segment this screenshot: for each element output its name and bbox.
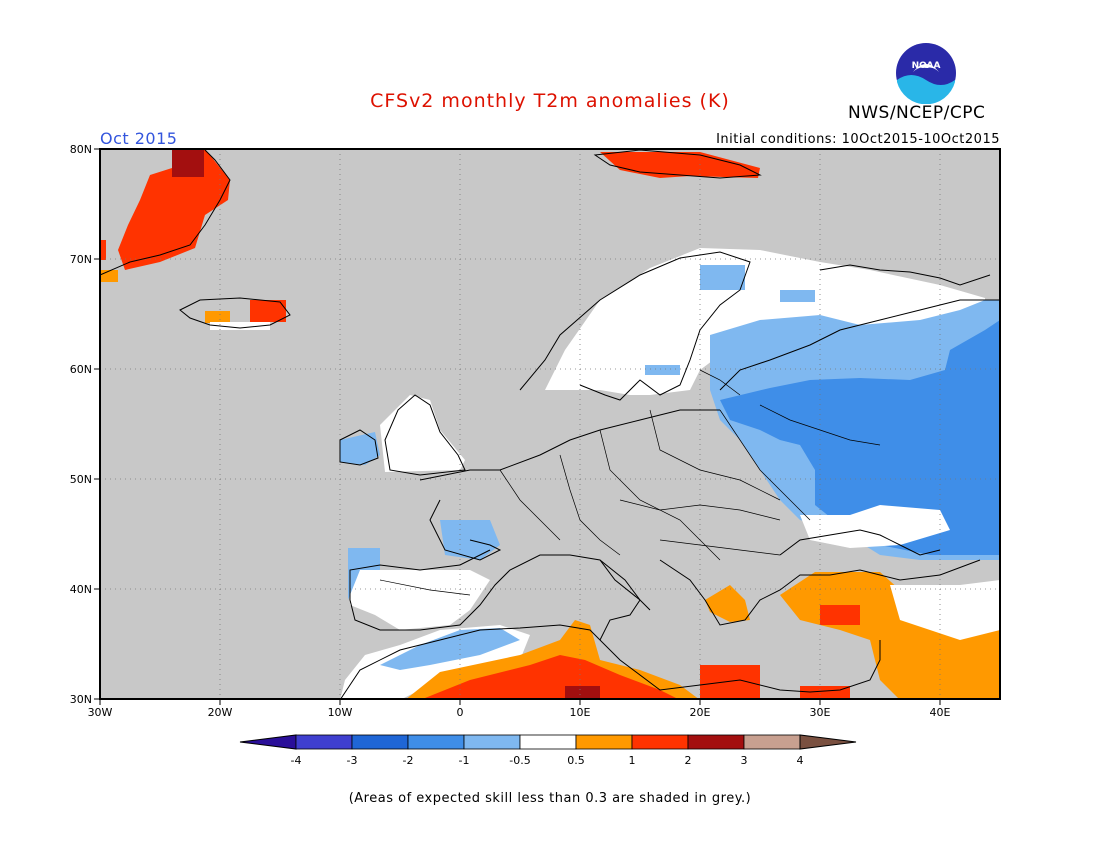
lat-label: 50N (70, 473, 92, 486)
colorbar-bin (631, 734, 689, 750)
anomaly-ireland (340, 432, 380, 465)
colorbar-arrow-low (239, 734, 297, 750)
country-borders (379, 369, 881, 596)
lon-labels: 30W 20W 10W 0 10E 20E 30E 40E (88, 706, 951, 719)
lat-label: 70N (70, 253, 92, 266)
anomaly-russia-blue (720, 320, 1000, 555)
anomaly-iceland-a (205, 311, 230, 323)
lon-label: 10E (570, 706, 591, 719)
anomaly-iberia-blue (348, 548, 380, 600)
colorbar-label: 3 (741, 754, 748, 767)
anomaly-scand-lb2 (780, 290, 815, 302)
forecast-month: Oct 2015 (100, 129, 178, 148)
colorbar-label: 0.5 (567, 754, 585, 767)
logo-text: NOAA (912, 61, 941, 71)
colorbar-bin (407, 734, 465, 750)
initial-conditions: Initial conditions: 10Oct2015-10Oct2015 (716, 132, 1000, 147)
lat-labels: 80N 70N 60N 50N 40N 30N (70, 143, 92, 706)
lat-label: 40N (70, 583, 92, 596)
map-ticks (94, 148, 941, 705)
map-frame (99, 148, 1001, 700)
colorbar-label: 2 (685, 754, 692, 767)
anomaly-turkey-red (820, 605, 860, 625)
colorbar-bin (519, 734, 577, 750)
lon-label: 10W (328, 706, 353, 719)
lon-label: 30W (88, 706, 113, 719)
footnote: (Areas of expected skill less than 0.3 a… (348, 791, 752, 806)
anomaly-greenland-tip (100, 270, 118, 282)
lat-label: 60N (70, 363, 92, 376)
anomaly-uk-white (380, 395, 465, 472)
lon-label: 0 (457, 706, 464, 719)
lon-label: 20E (690, 706, 711, 719)
lat-label: 30N (70, 693, 92, 706)
colorbar: -4 -3 -2 -1 -0.5 0.5 1 2 3 4 (239, 734, 857, 767)
anomaly-iceland-c (210, 322, 270, 330)
anomaly-nafrica-darkred (565, 686, 600, 699)
coastlines (99, 149, 1000, 701)
lon-label: 30E (810, 706, 831, 719)
anomaly-nafrica-red (420, 655, 680, 700)
anomaly-iceland-b (250, 300, 286, 322)
anomaly-caucasus-white (890, 580, 1000, 640)
anomaly-egypt-red (800, 686, 850, 699)
anomaly-greenland-west (100, 240, 106, 260)
lon-label: 40E (930, 706, 951, 719)
colorbar-bin (575, 734, 633, 750)
colorbar-label: 1 (629, 754, 636, 767)
anomaly-libya-red (700, 665, 760, 699)
colorbar-label: -4 (291, 754, 302, 767)
colorbar-label: -2 (403, 754, 414, 767)
colorbar-label: -3 (347, 754, 358, 767)
colorbar-arrow-high (799, 734, 857, 750)
anomaly-scand-lb1 (700, 265, 745, 290)
colorbar-bin (351, 734, 409, 750)
lon-label: 20W (208, 706, 233, 719)
agency-label: NWS/NCEP/CPC (848, 103, 986, 123)
colorbar-label: -1 (459, 754, 470, 767)
colorbar-label: -0.5 (509, 754, 530, 767)
anomaly-scand-lb3 (645, 365, 680, 375)
map-grid (100, 149, 1000, 699)
colorbar-bin (743, 734, 801, 750)
page-title: CFSv2 monthly T2m anomalies (K) (370, 90, 730, 112)
colorbar-bin (687, 734, 745, 750)
colorbar-bin (295, 734, 353, 750)
anomaly-greenland-strong (172, 149, 204, 177)
anomaly-iberia-white (350, 570, 490, 630)
anomaly-greenland (118, 149, 230, 270)
lat-label: 80N (70, 143, 92, 156)
anomaly-blacksea-white (800, 505, 950, 548)
colorbar-label: 4 (797, 754, 804, 767)
anomaly-greece (705, 585, 750, 622)
colorbar-bin (463, 734, 521, 750)
anomaly-nafrica-lightblue (380, 628, 520, 670)
noaa-logo-icon: NOAA (896, 43, 956, 104)
